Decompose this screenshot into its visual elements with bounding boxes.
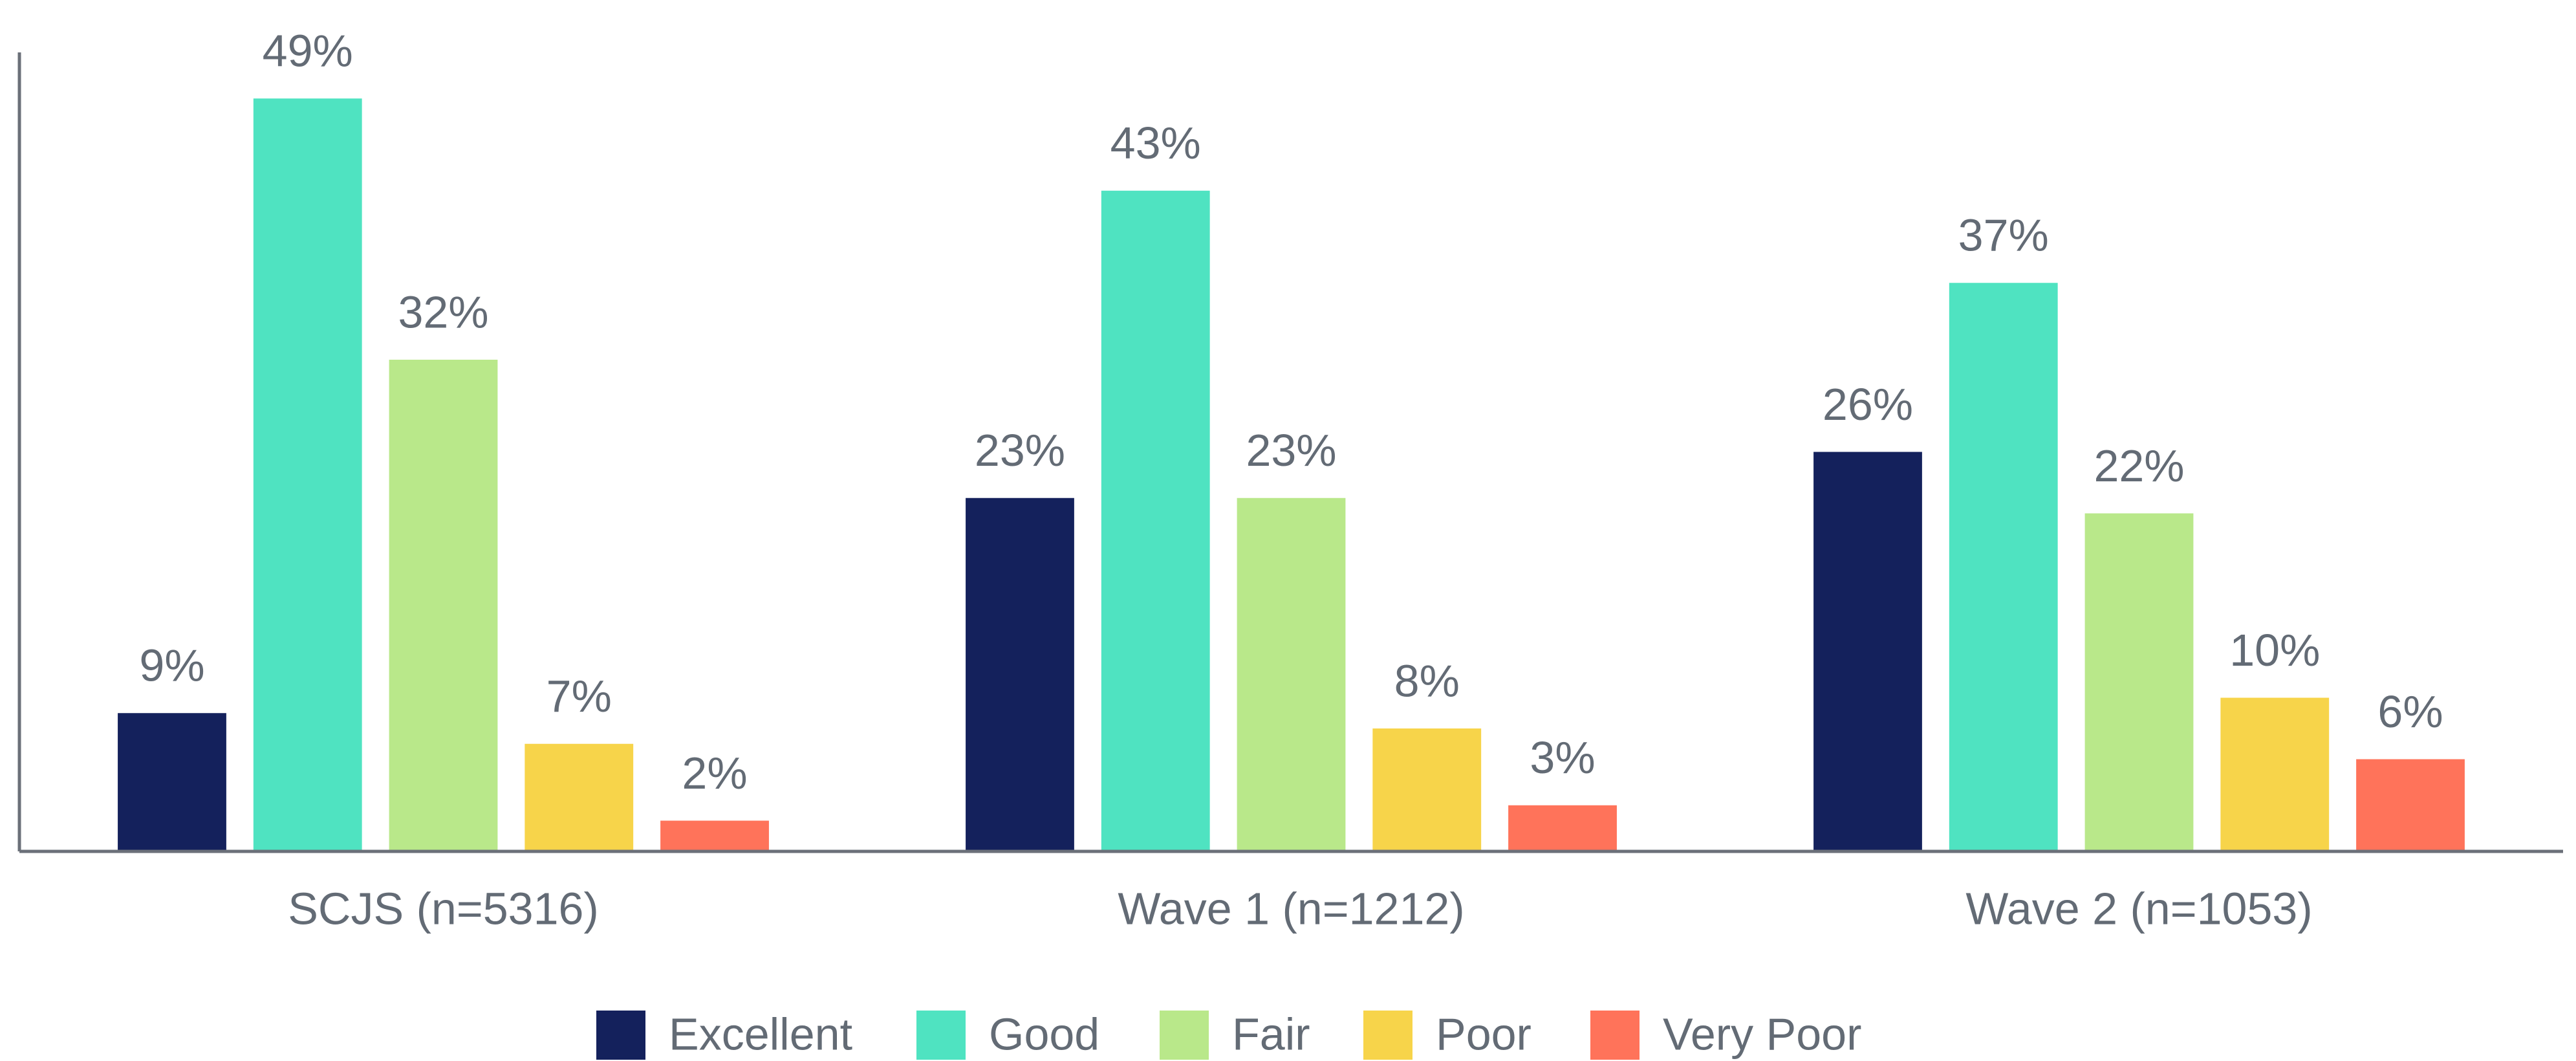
bar [1949, 283, 2058, 851]
legend-label: Poor [1436, 1009, 1532, 1059]
data-label: 6% [2377, 686, 2443, 737]
data-label: 3% [1530, 732, 1595, 783]
bar [118, 713, 226, 851]
data-label: 32% [398, 287, 488, 337]
data-label: 8% [1394, 655, 1460, 706]
data-label: 9% [139, 640, 204, 691]
bar [1813, 452, 1922, 851]
bar [1237, 498, 1346, 851]
bar [389, 360, 498, 851]
data-label: 23% [975, 425, 1065, 476]
legend-swatch [916, 1011, 966, 1060]
legend-label: Fair [1232, 1009, 1310, 1059]
bar [966, 498, 1074, 851]
legend-label: Very Poor [1663, 1009, 1861, 1059]
data-label: 37% [1958, 210, 2049, 261]
bar [2356, 759, 2465, 851]
x-tick-label: Wave 2 (n=1053) [1965, 883, 2312, 934]
data-label: 7% [547, 671, 612, 721]
bar [2220, 697, 2330, 851]
legend-label: Good [989, 1009, 1099, 1059]
legend-swatch [1160, 1011, 1209, 1060]
data-label: 2% [682, 748, 747, 798]
bar [253, 98, 362, 851]
legend-swatch [1363, 1011, 1412, 1060]
legend-swatch [1590, 1011, 1640, 1060]
bar [1508, 805, 1617, 851]
bar [1101, 190, 1210, 851]
data-label: 10% [2229, 625, 2320, 675]
bar [660, 820, 769, 851]
bar [1372, 728, 1482, 851]
legend-label: Excellent [669, 1009, 852, 1059]
data-label: 23% [1246, 425, 1336, 476]
x-tick-label: SCJS (n=5316) [288, 883, 599, 934]
data-label: 43% [1110, 118, 1201, 168]
data-label: 49% [263, 26, 353, 76]
bar [525, 743, 634, 851]
legend-swatch [596, 1011, 645, 1060]
data-label: 26% [1823, 379, 1913, 430]
x-tick-label: Wave 1 (n=1212) [1118, 883, 1464, 934]
bar [2084, 513, 2194, 851]
data-label: 22% [2094, 441, 2184, 491]
